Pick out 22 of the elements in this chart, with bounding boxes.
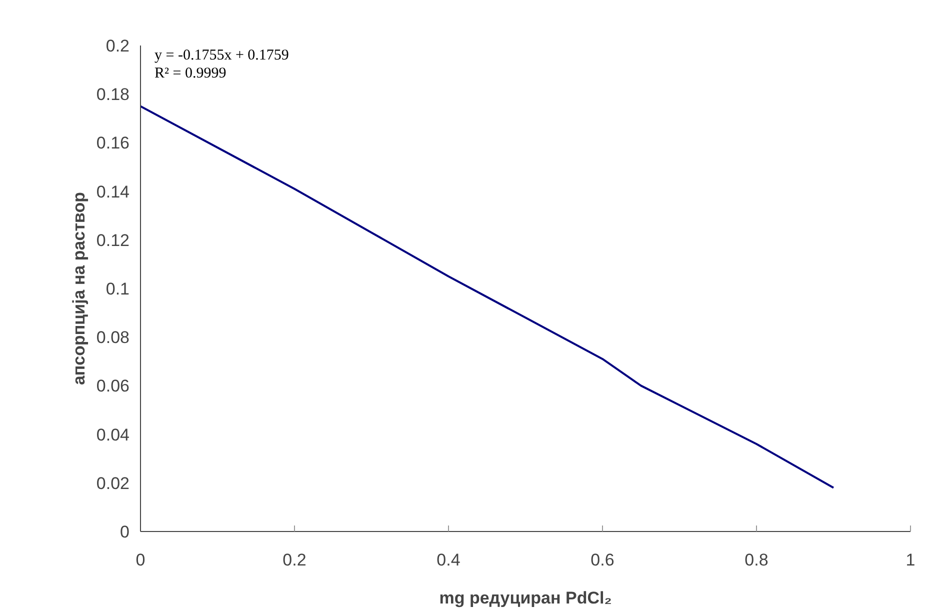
y-tick-label: 0.14 xyxy=(96,182,130,202)
annotation: y = -0.1755x + 0.1759 xyxy=(154,48,289,64)
x-tick-label: 0.2 xyxy=(282,550,306,570)
x-axis-title: mg редуциран PdCl₂ xyxy=(439,588,612,608)
x-tick-label: 0.4 xyxy=(436,550,460,570)
x-tick-label: 0 xyxy=(136,550,146,570)
x-tick-label: 1 xyxy=(906,550,916,570)
y-tick-label: 0.1 xyxy=(106,280,130,298)
y-tick-label: 0.12 xyxy=(96,230,130,250)
y-tick-label: 0 xyxy=(120,522,130,542)
y-tick-label: 0.06 xyxy=(96,376,130,396)
x-tick-label: 0.8 xyxy=(744,550,768,570)
y-tick-label: 0.18 xyxy=(96,85,130,104)
y-tick-label: 0.04 xyxy=(96,425,130,444)
y-axis-title: апсорпција на раствор xyxy=(69,192,88,386)
y-tick-label: 0.16 xyxy=(96,134,130,153)
y-tick-label: 0.02 xyxy=(96,474,130,493)
y-tick-label: 0.08 xyxy=(96,328,130,348)
x-tick-label: 0.6 xyxy=(590,550,614,570)
annotation: R² = 0.9999 xyxy=(154,66,226,82)
line-series xyxy=(140,105,834,489)
y-tick-label: 0.2 xyxy=(106,36,130,56)
